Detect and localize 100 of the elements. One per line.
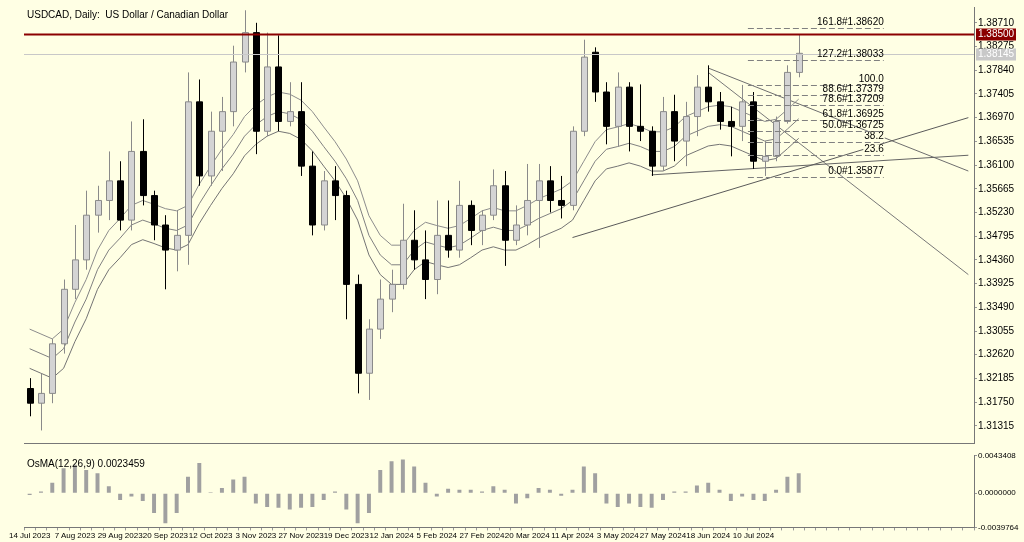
ref-line-label: 0.0#1.35877 <box>828 165 885 177</box>
y-tick-label: 1.33925 <box>978 277 1015 289</box>
y-tick-label: 1.38710 <box>978 16 1015 28</box>
bar <box>106 486 111 493</box>
bar <box>502 489 507 493</box>
bar <box>661 493 665 501</box>
bar <box>219 488 224 493</box>
bar <box>299 493 304 508</box>
candlestick <box>547 165 554 213</box>
ref-line-label: 127.2#1.38033 <box>817 48 885 60</box>
y-tick-label: 1.32620 <box>978 348 1015 360</box>
bar <box>581 466 586 493</box>
y-tick-label: 1.34360 <box>978 253 1015 265</box>
bar <box>310 493 315 507</box>
y-tick-label: 0.0000000 <box>978 488 1017 498</box>
bar <box>593 473 598 493</box>
annotation: 38.2 <box>864 129 885 141</box>
chart-title: USDCAD, Daily: US Dollar / Canadian Dollar <box>27 8 229 20</box>
bar <box>378 469 383 493</box>
bar <box>728 493 733 501</box>
bar <box>536 488 541 493</box>
x-tick-label: 29 Aug 2023 <box>97 531 144 541</box>
x-tick-label: 20 Mar 2024 <box>504 531 551 541</box>
bar <box>152 493 157 513</box>
bar <box>491 486 496 493</box>
y-tick-label: 1.35665 <box>978 182 1015 194</box>
x-tick-label: 27 Feb 2024 <box>459 531 506 541</box>
x-tick-label: 19 Dec 2023 <box>323 531 370 541</box>
bar <box>344 493 349 510</box>
bar <box>163 493 168 524</box>
bar <box>762 493 767 501</box>
x-tick-label: 11 Apr 2024 <box>551 531 595 541</box>
x-tick-label: 18 Jun 2024 <box>686 531 731 541</box>
y-tick-label: 1.35230 <box>978 206 1015 218</box>
bar <box>84 469 89 493</box>
bar <box>615 493 620 507</box>
bar <box>434 493 439 497</box>
chart-title: OsMA(12,26,9) 0.0023459 <box>27 457 146 469</box>
bar <box>276 493 281 508</box>
bar <box>50 482 55 493</box>
y-tick-label: 1.36970 <box>978 111 1015 123</box>
bar <box>457 489 462 493</box>
bar <box>796 473 801 493</box>
y-tick-label: 1.33055 <box>978 324 1015 336</box>
y-tick-label: 1.32185 <box>978 372 1015 384</box>
y-tick-label: 1.34795 <box>978 229 1015 241</box>
ref-line-label: 161.8#1.38620 <box>817 16 885 28</box>
bar <box>694 485 699 493</box>
y-tick-label: 1.36100 <box>978 158 1015 170</box>
bar <box>627 493 632 504</box>
candlestick <box>558 175 565 219</box>
bar <box>740 493 745 497</box>
bar <box>174 493 179 513</box>
bar <box>287 493 292 510</box>
ref-line-label: 78.6#1.37209 <box>822 93 885 105</box>
bar <box>140 493 145 501</box>
candlestick <box>27 377 34 417</box>
bar <box>513 493 518 504</box>
x-tick-label: 5 Feb 2024 <box>416 531 458 541</box>
y-tick-label: 1.37405 <box>978 87 1015 99</box>
bar <box>412 466 417 493</box>
y-tick-label: 1.37840 <box>978 63 1015 75</box>
ref-line-label: 61.8#1.36925 <box>822 108 885 120</box>
x-tick-label: 27 Nov 2023 <box>278 531 325 541</box>
ref-line-label: 50.0#1.36725 <box>822 119 885 131</box>
bar <box>400 459 405 493</box>
bar <box>706 482 711 493</box>
bar <box>129 493 134 497</box>
y-tick-label: 1.31750 <box>978 395 1015 407</box>
annotation: 23.6 <box>864 143 885 155</box>
x-tick-label: 12 Oct 2023 <box>188 531 233 541</box>
y-tick-label: 1.36535 <box>978 135 1015 147</box>
x-tick-label: 3 May 2024 <box>596 531 640 541</box>
ref-line-label: 1.38500 <box>978 28 1015 40</box>
y-tick-label: -0.0039764 <box>978 522 1020 532</box>
bar <box>321 493 326 501</box>
ref-line-label: 88.6#1.37379 <box>822 83 885 95</box>
candlestick <box>422 229 429 300</box>
annotation: 100.0 <box>858 72 885 84</box>
candlestick <box>717 91 724 131</box>
x-tick-label: 7 Aug 2023 <box>54 531 96 541</box>
y-tick-label: 1.31315 <box>978 419 1015 431</box>
bar <box>389 461 394 493</box>
bar <box>231 479 236 493</box>
bar <box>649 493 654 508</box>
bar <box>366 493 371 513</box>
bar <box>118 493 123 501</box>
bar <box>61 468 66 493</box>
bar <box>186 476 190 493</box>
bar <box>253 493 258 504</box>
x-tick-label: 12 Jan 2024 <box>369 531 415 541</box>
bar <box>446 488 451 493</box>
x-tick-label: 3 Nov 2023 <box>235 531 277 541</box>
candlestick <box>95 185 102 234</box>
x-tick-label: 27 May 2024 <box>639 531 687 541</box>
y-tick-label: 0.0043408 <box>978 451 1017 460</box>
y-tick-label: 1.33490 <box>978 301 1015 313</box>
bar <box>242 476 247 493</box>
bar <box>604 493 609 504</box>
bar <box>547 489 552 493</box>
